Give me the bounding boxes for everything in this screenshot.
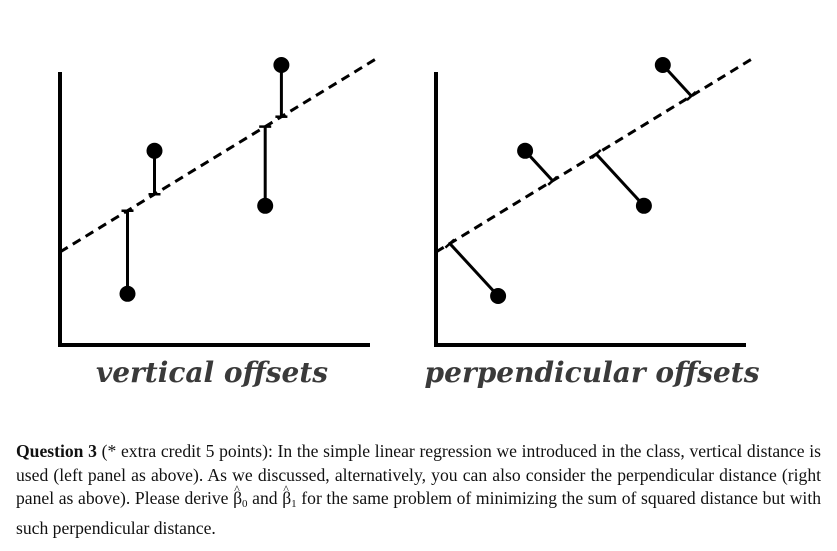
data-point [635,197,652,214]
beta-hat-symbol: β [233,478,242,511]
question-text: Question 3 (* extra credit 5 points): In… [16,440,821,540]
offset-tick [686,90,697,101]
data-point [257,197,274,214]
perpendicular-offsets-panel [434,56,756,347]
vertical-offsets-panel [58,56,380,347]
offset-tick [591,149,602,160]
beta-subscript-1: 1 [291,498,297,511]
offset-segment [595,153,646,207]
data-point [119,285,136,302]
vertical-offsets-label: vertical offsets [96,356,328,389]
offset-tick [444,238,456,249]
question-body-part1: (* extra credit 5 points): In the simple… [16,441,821,509]
question-body-part2: for the same problem of minimizing the s… [16,488,822,538]
data-point [654,57,671,73]
beta-subscript-0: 0 [242,498,248,511]
beta-hat-symbol: β [282,478,291,511]
data-point [490,288,507,304]
perpendicular-offsets-label: perpendicular offsets [425,356,760,389]
question-conjunction: and [247,488,283,509]
offset-tick [547,175,558,186]
fitted-line [59,56,380,254]
data-point [517,142,534,159]
offset-segment [448,242,500,298]
question-title: Question 3 [16,441,97,461]
data-point [273,57,290,73]
data-point [146,142,163,159]
